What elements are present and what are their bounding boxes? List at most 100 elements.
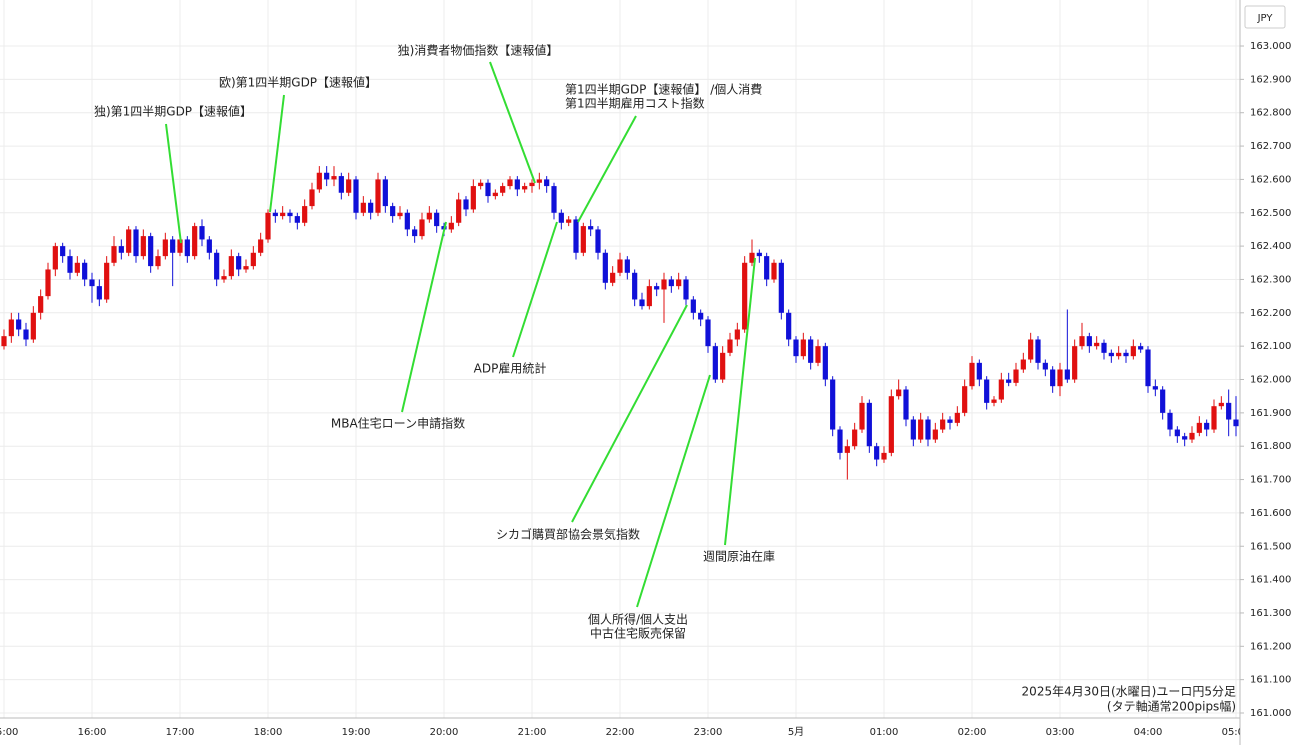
annotation-pointer bbox=[512, 221, 558, 358]
y-tick-label: 162.600 bbox=[1250, 174, 1291, 185]
candle-body bbox=[111, 246, 117, 263]
candle-body bbox=[932, 429, 938, 440]
candle-body bbox=[1233, 419, 1239, 427]
annotation-pointer bbox=[636, 374, 711, 608]
candle-body bbox=[918, 419, 924, 440]
candles bbox=[1, 166, 1239, 480]
y-tick-label: 161.000 bbox=[1250, 708, 1291, 719]
candle-body bbox=[786, 312, 792, 340]
candle-body bbox=[162, 239, 168, 257]
candle-body bbox=[346, 179, 352, 193]
candle-body bbox=[1138, 346, 1144, 350]
annotation-text: 独)第1四半期GDP【速報値】 bbox=[94, 104, 252, 119]
candle-body bbox=[463, 199, 469, 210]
candle-body bbox=[1174, 429, 1180, 437]
y-tick-label: 161.600 bbox=[1250, 508, 1291, 519]
candle-body bbox=[45, 269, 51, 297]
candle-body bbox=[771, 262, 777, 280]
x-tick-label: 01:00 bbox=[870, 727, 899, 738]
candle-body bbox=[390, 206, 396, 217]
candle-body bbox=[507, 179, 513, 187]
annotation-text: ADP雇用統計 bbox=[474, 361, 547, 376]
candle-body bbox=[742, 262, 748, 330]
candle-body bbox=[1130, 346, 1136, 357]
candle-body bbox=[265, 212, 271, 240]
candle-body bbox=[492, 192, 498, 197]
y-tick-label: 162.200 bbox=[1250, 308, 1291, 319]
candle-body bbox=[1145, 349, 1151, 387]
candle-body bbox=[617, 259, 623, 273]
x-tick-label: 04:00 bbox=[1134, 727, 1163, 738]
candle-body bbox=[23, 329, 29, 340]
grid bbox=[0, 0, 1240, 718]
candle-body bbox=[1079, 336, 1085, 347]
x-tick-label: 21:00 bbox=[518, 727, 547, 738]
candle-body bbox=[595, 229, 601, 253]
candle-body bbox=[712, 346, 718, 380]
candle-body bbox=[485, 182, 491, 197]
candle-body bbox=[573, 219, 579, 253]
candle-body bbox=[206, 239, 212, 253]
annotation-pointer bbox=[724, 257, 756, 546]
candle-body bbox=[1226, 402, 1232, 420]
candle-body bbox=[82, 262, 88, 280]
annotation-text: MBA住宅ローン申請指数 bbox=[331, 416, 465, 431]
candle-body bbox=[243, 266, 249, 270]
candle-body bbox=[272, 212, 278, 217]
candle-body bbox=[1013, 369, 1019, 383]
annotation-text: 欧)第1四半期GDP【速報値】 bbox=[219, 75, 377, 90]
candle-body bbox=[566, 219, 572, 223]
annotation-pointer bbox=[269, 94, 285, 213]
candle-body bbox=[338, 176, 344, 193]
y-tick-label: 162.900 bbox=[1250, 74, 1291, 85]
x-tick-label: 05:00 bbox=[1222, 727, 1251, 738]
candle-body bbox=[874, 446, 880, 460]
candle-body bbox=[236, 256, 242, 270]
y-tick-label: 162.100 bbox=[1250, 341, 1291, 352]
candle-body bbox=[155, 256, 161, 267]
candle-body bbox=[419, 219, 425, 237]
candle-body bbox=[734, 329, 740, 340]
candle-body bbox=[1160, 389, 1166, 413]
y-tick-label: 162.700 bbox=[1250, 141, 1291, 152]
candle-body bbox=[280, 212, 286, 217]
candle-body bbox=[1189, 432, 1195, 440]
candle-body bbox=[30, 312, 36, 340]
candle-body bbox=[1204, 422, 1210, 430]
candle-body bbox=[434, 212, 440, 227]
candle-body bbox=[881, 452, 887, 460]
candle-body bbox=[888, 396, 894, 453]
annotation-text: 第1四半期GDP【速報値】 /個人消費 bbox=[565, 82, 762, 97]
candle-body bbox=[67, 256, 73, 273]
candle-body bbox=[551, 186, 557, 213]
candle-body bbox=[199, 226, 205, 240]
candle-body bbox=[852, 429, 858, 447]
candle-body bbox=[544, 179, 550, 187]
x-tick-label: 22:00 bbox=[606, 727, 635, 738]
candle-body bbox=[16, 319, 22, 330]
candle-body bbox=[38, 296, 44, 313]
candle-body bbox=[690, 299, 696, 313]
candle-body bbox=[1152, 386, 1158, 390]
candle-body bbox=[720, 352, 726, 380]
x-tick-label: 18:00 bbox=[254, 727, 283, 738]
candle-body bbox=[830, 379, 836, 430]
candle-body bbox=[397, 212, 403, 217]
y-tick-label: 161.800 bbox=[1250, 441, 1291, 452]
y-tick-label: 162.300 bbox=[1250, 274, 1291, 285]
candle-body bbox=[214, 252, 220, 280]
candle-body bbox=[1167, 412, 1173, 430]
candle-body bbox=[800, 339, 806, 357]
currency-box bbox=[1244, 5, 1286, 29]
annotation-pointer bbox=[571, 304, 688, 523]
candle-body bbox=[976, 362, 982, 380]
annotation-text: 独)消費者物価指数【速報値】 bbox=[398, 43, 559, 58]
candle-body bbox=[705, 319, 711, 347]
y-tick-label: 162.400 bbox=[1250, 241, 1291, 252]
candle-body bbox=[588, 226, 594, 230]
candle-body bbox=[764, 256, 770, 280]
candle-body bbox=[925, 419, 931, 440]
candle-body bbox=[962, 386, 968, 413]
annotation-pointer bbox=[489, 61, 536, 184]
